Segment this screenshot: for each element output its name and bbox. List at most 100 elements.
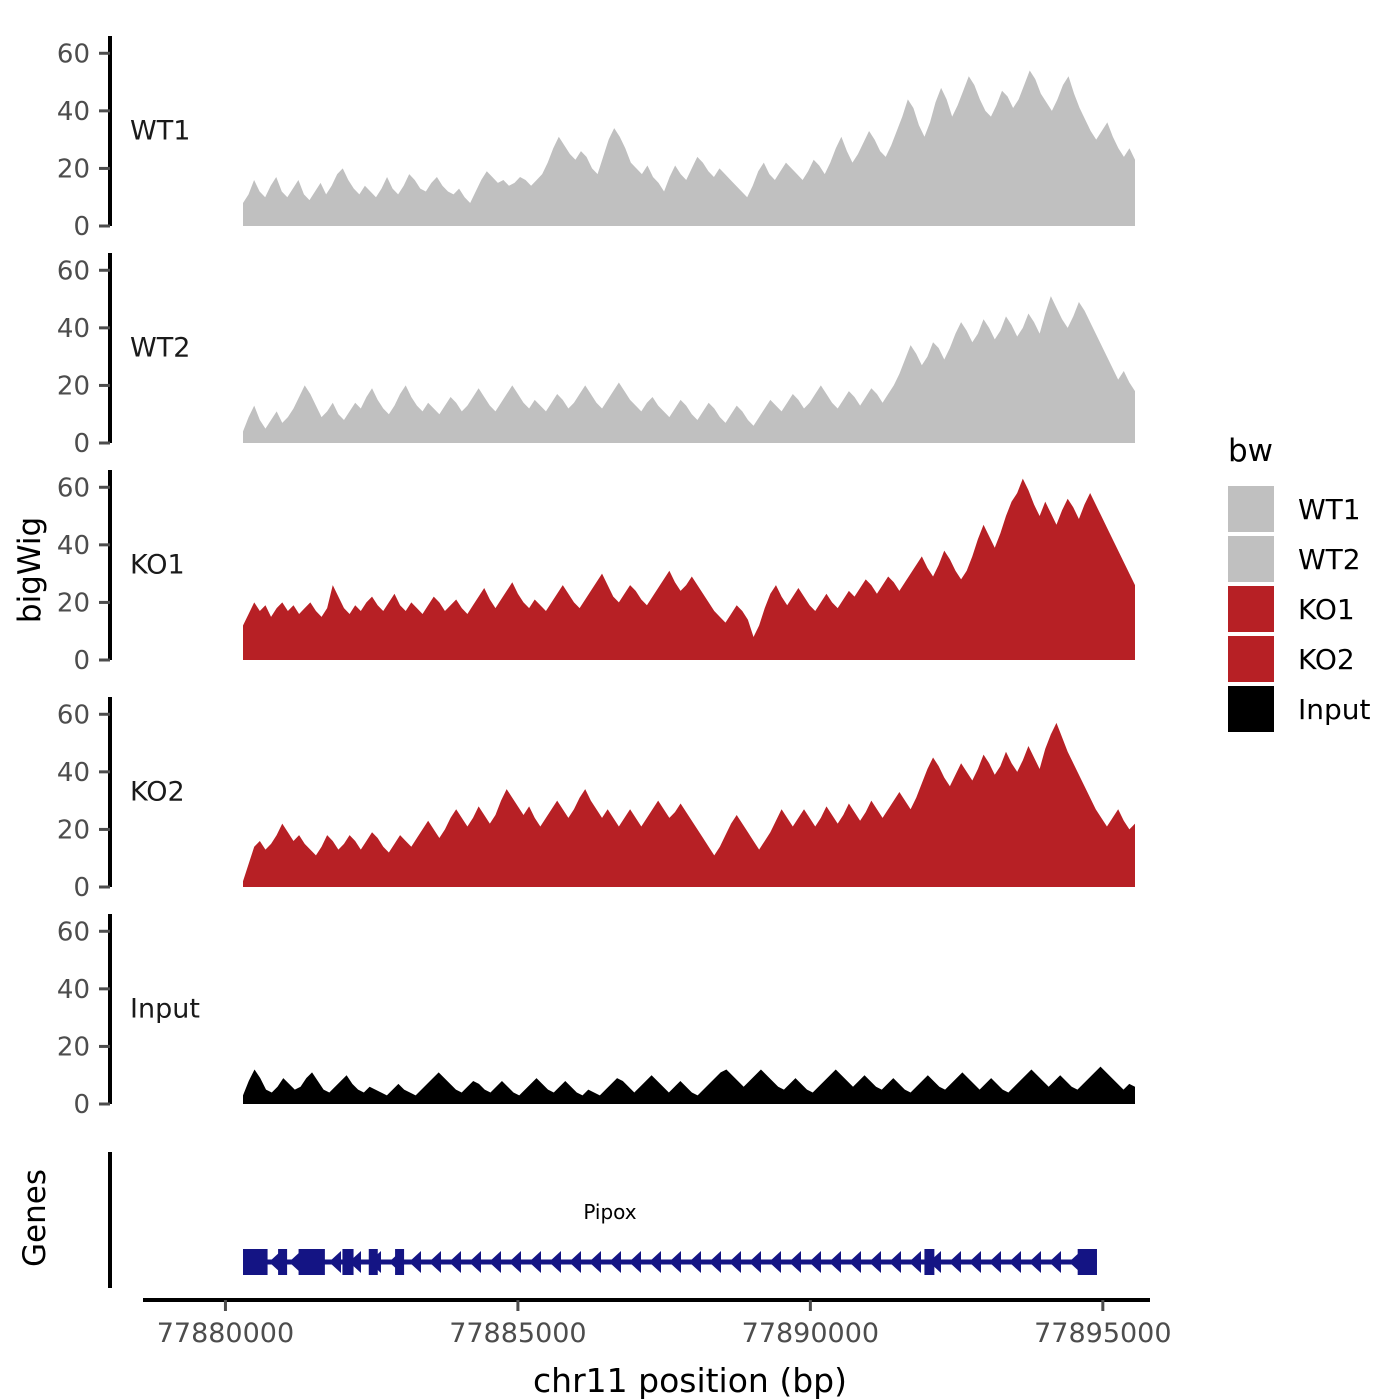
legend-swatch-input[interactable] (1228, 686, 1274, 732)
legend-swatch-ko1[interactable] (1228, 586, 1274, 632)
y-tick-label-wt2-60: 60 (57, 256, 90, 286)
track-panel-ko2: 0 20 40 60 KO2 (57, 697, 1135, 903)
x-tick-label-77880000: 77880000 (157, 1318, 294, 1349)
gene-strand-arrow (409, 1251, 421, 1273)
gene-exon-8 (1077, 1249, 1097, 1275)
track-panel-wt2: 0 20 40 60 WT2 (57, 253, 1135, 459)
gene-strand-arrow (1009, 1251, 1021, 1273)
gene-strand-arrow (289, 1251, 301, 1273)
gene-strand-arrow (509, 1251, 521, 1273)
gene-strand-arrow (469, 1251, 481, 1273)
gene-exon-5 (368, 1249, 378, 1275)
track-area-ko1 (243, 478, 1135, 660)
legend-title: bw (1228, 433, 1273, 469)
gene-name-label: Pipox (583, 1200, 636, 1224)
gene-strand-arrow (589, 1251, 601, 1273)
gene-strand-arrow (1049, 1251, 1061, 1273)
y-tick-label-input-0: 0 (73, 1090, 90, 1120)
legend-label-ko2: KO2 (1298, 643, 1355, 676)
legend-swatch-wt2[interactable] (1228, 536, 1274, 582)
x-tick-label-77885000: 77885000 (449, 1318, 586, 1349)
y-tick-label-ko2-0: 0 (73, 873, 90, 903)
y-tick-label-wt2-20: 20 (57, 371, 90, 401)
gene-strand-arrow (909, 1251, 921, 1273)
track-panel-genes: Pipox (108, 1152, 1097, 1288)
track-name-label-wt1: WT1 (130, 116, 190, 147)
y-tick-label-input-40: 40 (57, 975, 90, 1005)
gene-strand-arrow (329, 1251, 341, 1273)
y-tick-label-ko1-20: 20 (57, 588, 90, 618)
gene-strand-arrow (649, 1251, 661, 1273)
y-tick-label-ko2-20: 20 (57, 815, 90, 845)
gene-strand-arrow (669, 1251, 681, 1273)
y-tick-label-wt2-0: 0 (73, 429, 90, 459)
y-axis-title: bigWig (12, 517, 48, 623)
genes-axis-title: Genes (17, 1169, 53, 1267)
gene-strand-arrow (829, 1251, 841, 1273)
gene-strand-arrow (269, 1251, 281, 1273)
gene-exon-4 (342, 1249, 354, 1275)
track-area-input (243, 1066, 1135, 1104)
gene-strand-arrow (889, 1251, 901, 1273)
legend-swatch-ko2[interactable] (1228, 636, 1274, 682)
gene-strand-arrow (849, 1251, 861, 1273)
gene-strand-arrow (809, 1251, 821, 1273)
y-tick-label-ko2-60: 60 (57, 700, 90, 730)
gene-strand-arrow (869, 1251, 881, 1273)
y-tick-label-wt2-40: 40 (57, 314, 90, 344)
gene-strand-arrow (429, 1251, 441, 1273)
legend-label-wt1: WT1 (1298, 493, 1361, 526)
gene-strand-arrow (729, 1251, 741, 1273)
y-tick-label-input-60: 60 (57, 917, 90, 947)
gene-strand-arrow (449, 1251, 461, 1273)
y-tick-label-ko1-60: 60 (57, 473, 90, 503)
legend-label-wt2: WT2 (1298, 543, 1361, 576)
track-name-label-wt2: WT2 (130, 333, 190, 364)
track-area-wt2 (243, 296, 1135, 443)
gene-strand-arrow (569, 1251, 581, 1273)
x-tick-label-77890000: 77890000 (742, 1318, 879, 1349)
gene-strand-arrow (609, 1251, 621, 1273)
gene-strand-arrow (349, 1251, 361, 1273)
gene-exon-3 (298, 1249, 325, 1275)
x-tick-label-77895000: 77895000 (1034, 1318, 1171, 1349)
gene-exon-7 (924, 1249, 935, 1275)
track-area-wt1 (243, 70, 1135, 226)
gene-strand-arrow (489, 1251, 501, 1273)
y-tick-label-wt1-40: 40 (57, 97, 90, 127)
gene-strand-arrow (629, 1251, 641, 1273)
gene-strand-arrow (789, 1251, 801, 1273)
y-tick-label-ko2-40: 40 (57, 758, 90, 788)
x-axis-title: chr11 position (bp) (533, 1361, 847, 1400)
gene-strand-arrow (749, 1251, 761, 1273)
track-area-ko2 (243, 722, 1135, 887)
gene-strand-arrow (709, 1251, 721, 1273)
legend-label-ko1: KO1 (1298, 593, 1355, 626)
gene-strand-arrow (769, 1251, 781, 1273)
legend-swatch-wt1[interactable] (1228, 486, 1274, 532)
gene-strand-arrow (689, 1251, 701, 1273)
gene-strand-arrow (929, 1251, 941, 1273)
gene-strand-arrow (549, 1251, 561, 1273)
track-name-label-ko2: KO2 (130, 777, 185, 808)
gene-strand-arrow (989, 1251, 1001, 1273)
gene-exon-6 (395, 1249, 405, 1275)
track-panel-input: 0 20 40 60 Input (57, 914, 1135, 1120)
gene-strand-arrow (529, 1251, 541, 1273)
y-tick-label-ko1-0: 0 (73, 646, 90, 676)
gene-exon-2 (278, 1249, 288, 1275)
y-tick-label-wt1-0: 0 (73, 212, 90, 242)
track-name-label-ko1: KO1 (130, 550, 185, 581)
legend-label-input: Input (1298, 693, 1371, 726)
track-panel-ko1: 0 20 40 60 KO1 (57, 470, 1135, 676)
y-tick-label-wt1-20: 20 (57, 154, 90, 184)
y-tick-label-input-20: 20 (57, 1032, 90, 1062)
y-tick-label-ko1-40: 40 (57, 531, 90, 561)
track-panel-wt1: 0 20 40 60 WT1 (57, 36, 1135, 242)
track-name-label-input: Input (130, 994, 200, 1025)
gene-strand-arrow (969, 1251, 981, 1273)
gene-exon-1 (243, 1249, 268, 1275)
gene-strand-arrow (1029, 1251, 1041, 1273)
